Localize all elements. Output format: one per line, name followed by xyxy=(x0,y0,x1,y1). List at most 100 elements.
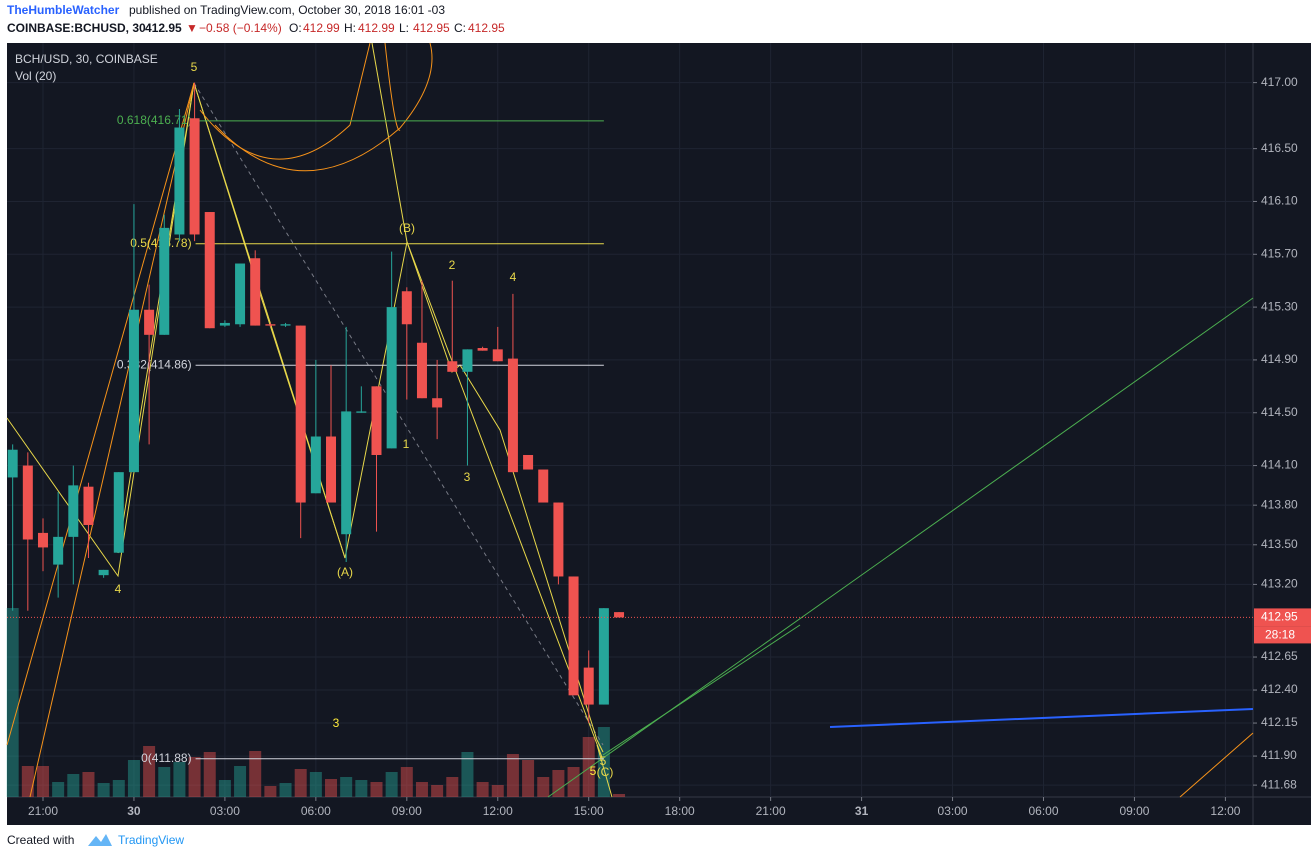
wave-line xyxy=(596,744,613,798)
volume-bar xyxy=(506,754,519,797)
last-price-label: 412.95 xyxy=(1261,610,1298,624)
candle-body xyxy=(98,569,109,576)
candle-body xyxy=(189,118,200,235)
candle-body xyxy=(235,263,246,325)
y-tick-label: 412.40 xyxy=(1261,682,1298,696)
candle-body xyxy=(144,309,155,335)
candle-body xyxy=(310,436,321,494)
footer-brand[interactable]: TradingView xyxy=(118,833,184,847)
candle-body xyxy=(386,307,397,449)
chart-background xyxy=(7,43,1311,825)
y-tick-label: 416.50 xyxy=(1261,141,1298,155)
candle-body xyxy=(492,349,503,362)
volume-bar xyxy=(340,777,353,797)
trend-line xyxy=(602,624,801,756)
candle-body xyxy=(204,212,215,329)
volume-bar xyxy=(158,767,171,797)
ohlc-label: C: xyxy=(454,21,466,35)
candle-body xyxy=(568,576,579,696)
last-price-box xyxy=(1254,608,1311,627)
candle-body xyxy=(326,436,337,503)
ohlc-value: 412.95 xyxy=(468,21,505,35)
pane-title: BCH/USD, 30, COINBASE xyxy=(15,52,158,66)
candle-body xyxy=(553,502,564,577)
candle-body xyxy=(37,532,48,548)
candle-body xyxy=(432,398,443,408)
candle-body xyxy=(462,349,473,372)
volume-bar xyxy=(325,779,338,797)
ohlc-label: O: xyxy=(289,21,302,35)
volume-bar xyxy=(491,785,504,797)
change-arrow: ▼ xyxy=(186,21,198,35)
ohlc-value: 412.95 xyxy=(413,21,450,35)
trend-line xyxy=(193,82,604,746)
candle-body xyxy=(341,411,352,535)
volume-bar xyxy=(461,752,474,797)
y-tick-label: 414.10 xyxy=(1261,458,1298,472)
arc xyxy=(384,42,401,131)
candle-body xyxy=(416,342,427,399)
wave-label: 4 xyxy=(115,582,122,596)
candle-body xyxy=(68,485,79,537)
candle-body xyxy=(159,227,170,335)
x-tick-label: 18:00 xyxy=(665,804,695,818)
candle-body xyxy=(598,608,609,705)
symbol: COINBASE:BCHUSD, 30 xyxy=(7,21,146,35)
candle-body xyxy=(22,465,33,540)
volume-bar xyxy=(552,770,565,797)
volume-bar xyxy=(279,783,292,797)
arc xyxy=(199,42,371,160)
y-tick-label: 411.68 xyxy=(1261,777,1297,791)
trend-line xyxy=(1179,732,1254,798)
candle-body xyxy=(507,358,518,473)
fib-label: 0.618(416.71) xyxy=(117,113,192,127)
countdown-box xyxy=(1254,626,1311,644)
candle-body xyxy=(583,667,594,705)
x-tick-label: 03:00 xyxy=(210,804,240,818)
volume-bar xyxy=(249,751,262,797)
volume-bar xyxy=(127,760,140,797)
y-tick-label: 416.10 xyxy=(1261,194,1298,208)
ohlc-value: 412.99 xyxy=(303,21,340,35)
published: published on TradingView.com, October 30… xyxy=(129,3,445,17)
y-tick-label: 417.00 xyxy=(1261,75,1298,89)
candle-body xyxy=(219,322,230,326)
volume-bar xyxy=(567,767,580,797)
wave-label: 2 xyxy=(449,258,456,272)
volume-bar xyxy=(400,767,413,797)
volume-bar xyxy=(36,766,49,797)
candle-body xyxy=(128,309,139,473)
trend-line xyxy=(829,708,1254,728)
candle-body xyxy=(538,469,549,503)
wave-label: 5 xyxy=(600,754,607,768)
volume-bar xyxy=(67,774,80,797)
author[interactable]: TheHumbleWatcher xyxy=(7,3,120,17)
candle-body xyxy=(53,536,64,565)
candle-body xyxy=(113,472,124,553)
wave-line xyxy=(406,241,604,753)
volume-bar xyxy=(309,772,322,797)
volume-bar xyxy=(613,794,626,797)
volume-bar xyxy=(355,780,368,797)
x-tick-label: 15:00 xyxy=(574,804,604,818)
volume-bar xyxy=(188,757,201,797)
volume-bar xyxy=(82,772,95,797)
arc xyxy=(214,42,433,172)
candle-body xyxy=(250,258,261,326)
countdown: 28:18 xyxy=(1265,628,1295,642)
wave-label: 4 xyxy=(510,270,517,284)
wave-label: 5 xyxy=(191,60,198,74)
ohlc-label: H: xyxy=(344,21,356,35)
candle-body xyxy=(295,325,306,503)
change: −0.58 (−0.14%) xyxy=(199,21,282,35)
volume-bar xyxy=(582,737,595,797)
volume-bar xyxy=(370,782,383,797)
fib-label: 0(411.88) xyxy=(141,751,191,765)
fan-line xyxy=(29,82,195,798)
wave-label: (A) xyxy=(337,565,353,579)
y-tick-label: 413.50 xyxy=(1261,537,1298,551)
y-tick-label: 413.80 xyxy=(1261,497,1298,511)
volume-bar xyxy=(415,782,428,797)
volume-bar xyxy=(431,785,444,797)
